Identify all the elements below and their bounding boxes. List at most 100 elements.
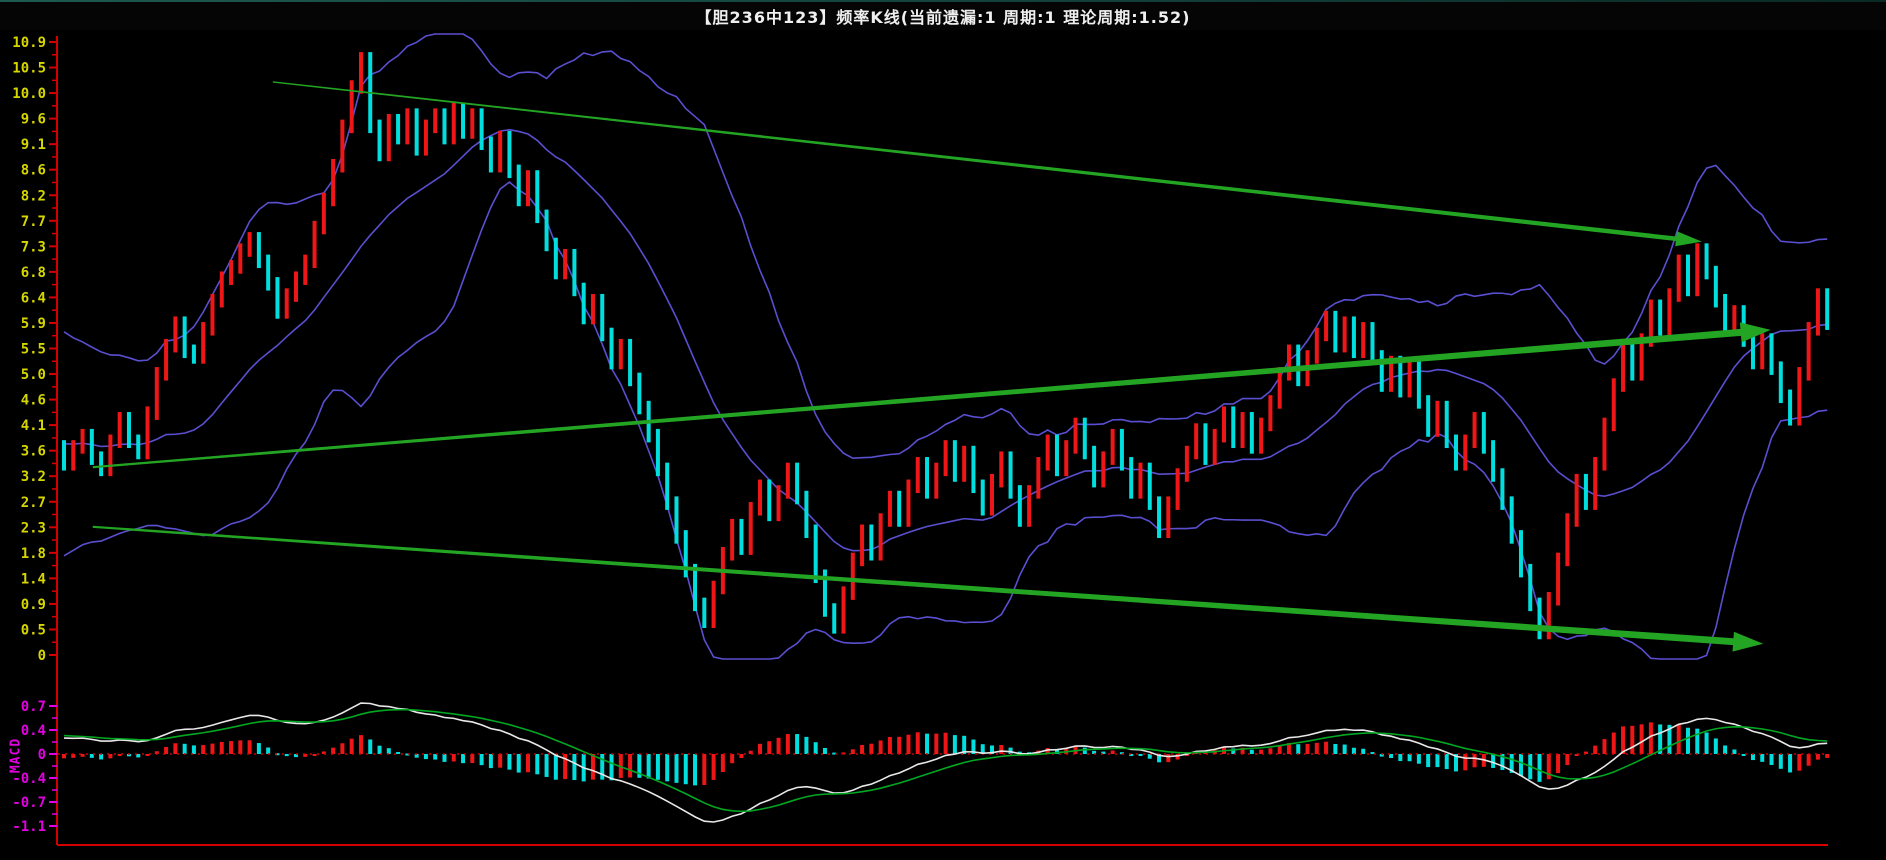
price-tick-label: 9.6	[21, 112, 46, 128]
candle-bar	[1621, 338, 1626, 392]
macd-hist-bar	[1778, 754, 1783, 769]
macd-hist-bar	[1398, 754, 1403, 762]
macd-hist-bar	[126, 754, 131, 757]
macd-hist-bar	[702, 754, 707, 786]
candle-bar	[1073, 417, 1078, 454]
macd-hist-bar	[164, 746, 169, 754]
macd-hist-bar	[1723, 745, 1728, 754]
macd-hist-bar	[266, 747, 271, 754]
macd-hist-bar	[1769, 754, 1774, 765]
macd-hist-bar	[1092, 750, 1097, 754]
candle-bar	[405, 108, 410, 145]
candle-bar	[247, 232, 252, 257]
candle-bar	[758, 479, 762, 516]
candle-bar	[1175, 468, 1180, 510]
macd-hist-bar	[1286, 743, 1291, 754]
candle-bar	[1435, 400, 1440, 437]
candle-bar	[618, 338, 623, 370]
candle-bar	[1351, 316, 1356, 359]
macd-hist-bar	[1565, 754, 1570, 765]
macd-hist-bar	[1361, 748, 1366, 754]
candle-bar	[785, 462, 790, 499]
macd-hist-bar	[1741, 754, 1746, 756]
candle-bar	[331, 158, 336, 207]
candle-bar	[1389, 355, 1394, 392]
candle-bar	[1732, 305, 1737, 336]
macd-hist-bar	[748, 750, 753, 754]
candle-bar	[887, 490, 892, 527]
macd-hist-bar	[1147, 754, 1152, 759]
macd-hist-bar	[256, 743, 261, 754]
macd-hist-bar	[925, 733, 930, 754]
macd-hist-bar	[117, 754, 122, 756]
macd-hist-bar	[1407, 754, 1412, 762]
macd-panel-label: MACD	[8, 737, 24, 774]
candle-bar	[1463, 434, 1468, 471]
candle-bar	[841, 586, 846, 634]
candle-bar	[711, 580, 716, 629]
macd-hist-bar	[488, 754, 493, 769]
macd-hist-bar	[767, 741, 772, 754]
macd-hist-bar	[294, 754, 298, 758]
macd-hist-bar	[795, 734, 800, 754]
macd-hist-bar	[321, 751, 326, 754]
candle-bar	[396, 113, 401, 145]
macd-hist-bar	[368, 739, 373, 754]
candle-bar	[164, 338, 169, 381]
candle-bar	[1648, 299, 1653, 347]
macd-hist-bar	[173, 743, 178, 754]
macd-hist-bar	[897, 736, 902, 754]
candle-bar	[145, 406, 150, 460]
macd-hist-bar	[1500, 754, 1505, 770]
candle-bar	[117, 412, 122, 449]
macd-hist-bar	[563, 754, 568, 780]
macd-hist-bar	[1314, 742, 1319, 754]
macd-tick-label: -1.1	[12, 819, 46, 835]
macd-hist-bar	[600, 754, 605, 780]
macd-hist-bar	[191, 745, 196, 754]
macd-hist-bar	[145, 754, 150, 756]
candle-bar	[1825, 288, 1830, 330]
candle-bar	[971, 445, 976, 494]
candle-bar	[1361, 322, 1366, 359]
macd-hist-bar	[479, 754, 484, 766]
candle-bar	[1249, 412, 1254, 454]
candle-bar	[1556, 552, 1561, 606]
macd-lines-layer	[63, 702, 1828, 823]
candle-bar	[1092, 445, 1097, 488]
candle-bar	[609, 327, 614, 370]
macd-hist-bar	[1184, 754, 1189, 756]
macd-hist-bar	[1268, 748, 1273, 754]
macd-hist-bar	[637, 754, 642, 778]
price-tick-label: 4.6	[21, 393, 46, 409]
candle-bar	[1379, 350, 1384, 392]
candle-bar	[516, 164, 521, 207]
macd-hist-bar	[1175, 754, 1180, 760]
candle-bar	[1342, 316, 1347, 353]
trend-arrow	[272, 81, 1702, 247]
candle-bar	[943, 440, 948, 477]
macd-hist-bar	[553, 754, 558, 780]
candle-bar	[1639, 333, 1644, 381]
macd-hist-bar	[758, 743, 762, 754]
macd-hist-bar	[1054, 748, 1059, 754]
candle-bar	[1027, 485, 1032, 527]
candle-bar	[1017, 485, 1022, 527]
candle-bar	[526, 170, 530, 207]
candle-bar	[423, 119, 428, 156]
candle-bar	[1064, 440, 1069, 477]
candle-bar	[628, 338, 633, 387]
macd-hist-bar	[906, 734, 911, 754]
candle-bar	[1184, 445, 1189, 482]
candle-bar	[386, 113, 391, 162]
candle-bar	[1472, 412, 1477, 449]
candle-bar	[813, 524, 818, 584]
macd-hist-bar	[1008, 747, 1013, 754]
candle-bar	[795, 462, 800, 505]
candle-bar	[442, 108, 447, 145]
trend-arrows-layer	[92, 81, 1771, 652]
macd-axis-labels: 0.7 0.4 0 -0.4 -0.7 -1.1	[12, 699, 57, 835]
macd-hist-bar	[1342, 744, 1347, 754]
candle-bar	[1797, 367, 1802, 426]
